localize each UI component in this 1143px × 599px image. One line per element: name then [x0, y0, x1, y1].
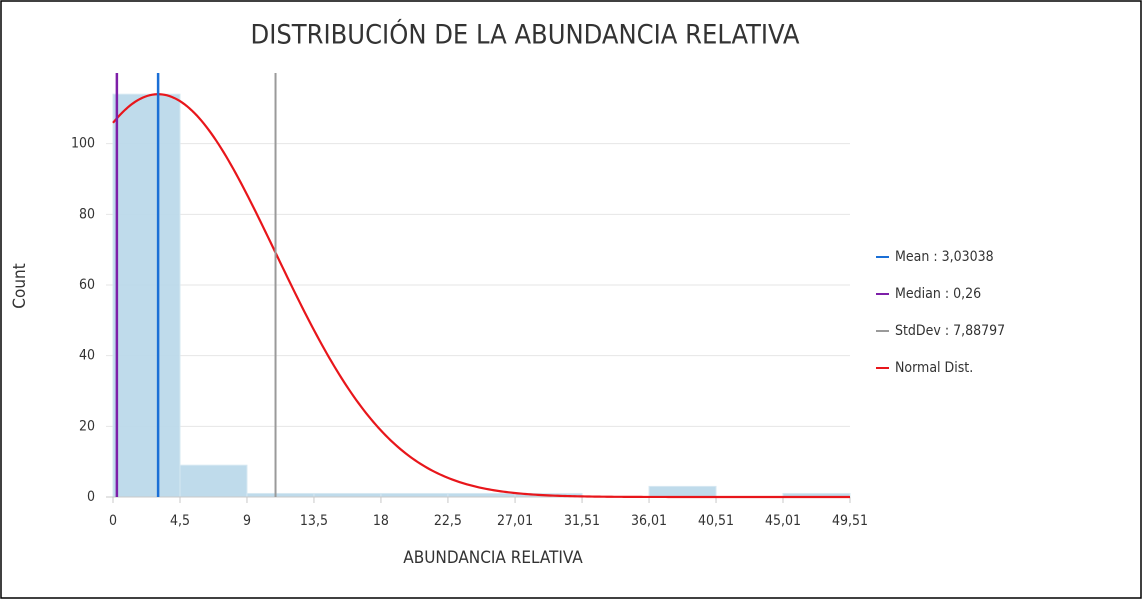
y-tick-label: 40 [79, 348, 95, 364]
bar [112, 93, 181, 498]
y-tick-label: 80 [79, 206, 95, 222]
y-tick-label: 20 [79, 418, 95, 434]
x-axis-label: ABUNDANCIA RELATIVA [403, 548, 583, 568]
legend-label: Median : 0,26 [895, 286, 981, 302]
x-tick-label: 40,51 [698, 513, 734, 529]
x-tick-label: 27,01 [497, 513, 533, 529]
x-tick-label: 9 [243, 513, 251, 529]
bar [179, 464, 248, 498]
x-tick-label: 13,5 [300, 513, 328, 529]
y-axis-label: Count [10, 263, 30, 308]
legend-label: Normal Dist. [895, 360, 973, 376]
x-tick-label: 22,5 [434, 513, 462, 529]
x-tick-label: 49,51 [832, 513, 868, 529]
legend-label: StdDev : 7,88797 [895, 323, 1005, 339]
bar [246, 492, 315, 498]
normal-curve [112, 93, 850, 499]
x-tick-label: 4,5 [170, 513, 190, 529]
bar [447, 492, 516, 498]
x-tick-label: 0 [109, 513, 117, 529]
bar [648, 485, 717, 498]
bar [313, 492, 382, 498]
chart-title: DISTRIBUCIÓN DE LA ABUNDANCIA RELATIVA [250, 19, 799, 51]
y-tick-label: 100 [71, 136, 95, 152]
y-tick-label: 0 [87, 489, 95, 505]
bar [380, 492, 449, 498]
x-tick-label: 18 [373, 513, 389, 529]
y-tick-label: 60 [79, 277, 95, 293]
legend-label: Mean : 3,03038 [895, 249, 994, 265]
x-tick-label: 31,51 [564, 513, 600, 529]
x-tick-label: 45,01 [765, 513, 801, 529]
x-tick-label: 36,01 [631, 513, 667, 529]
